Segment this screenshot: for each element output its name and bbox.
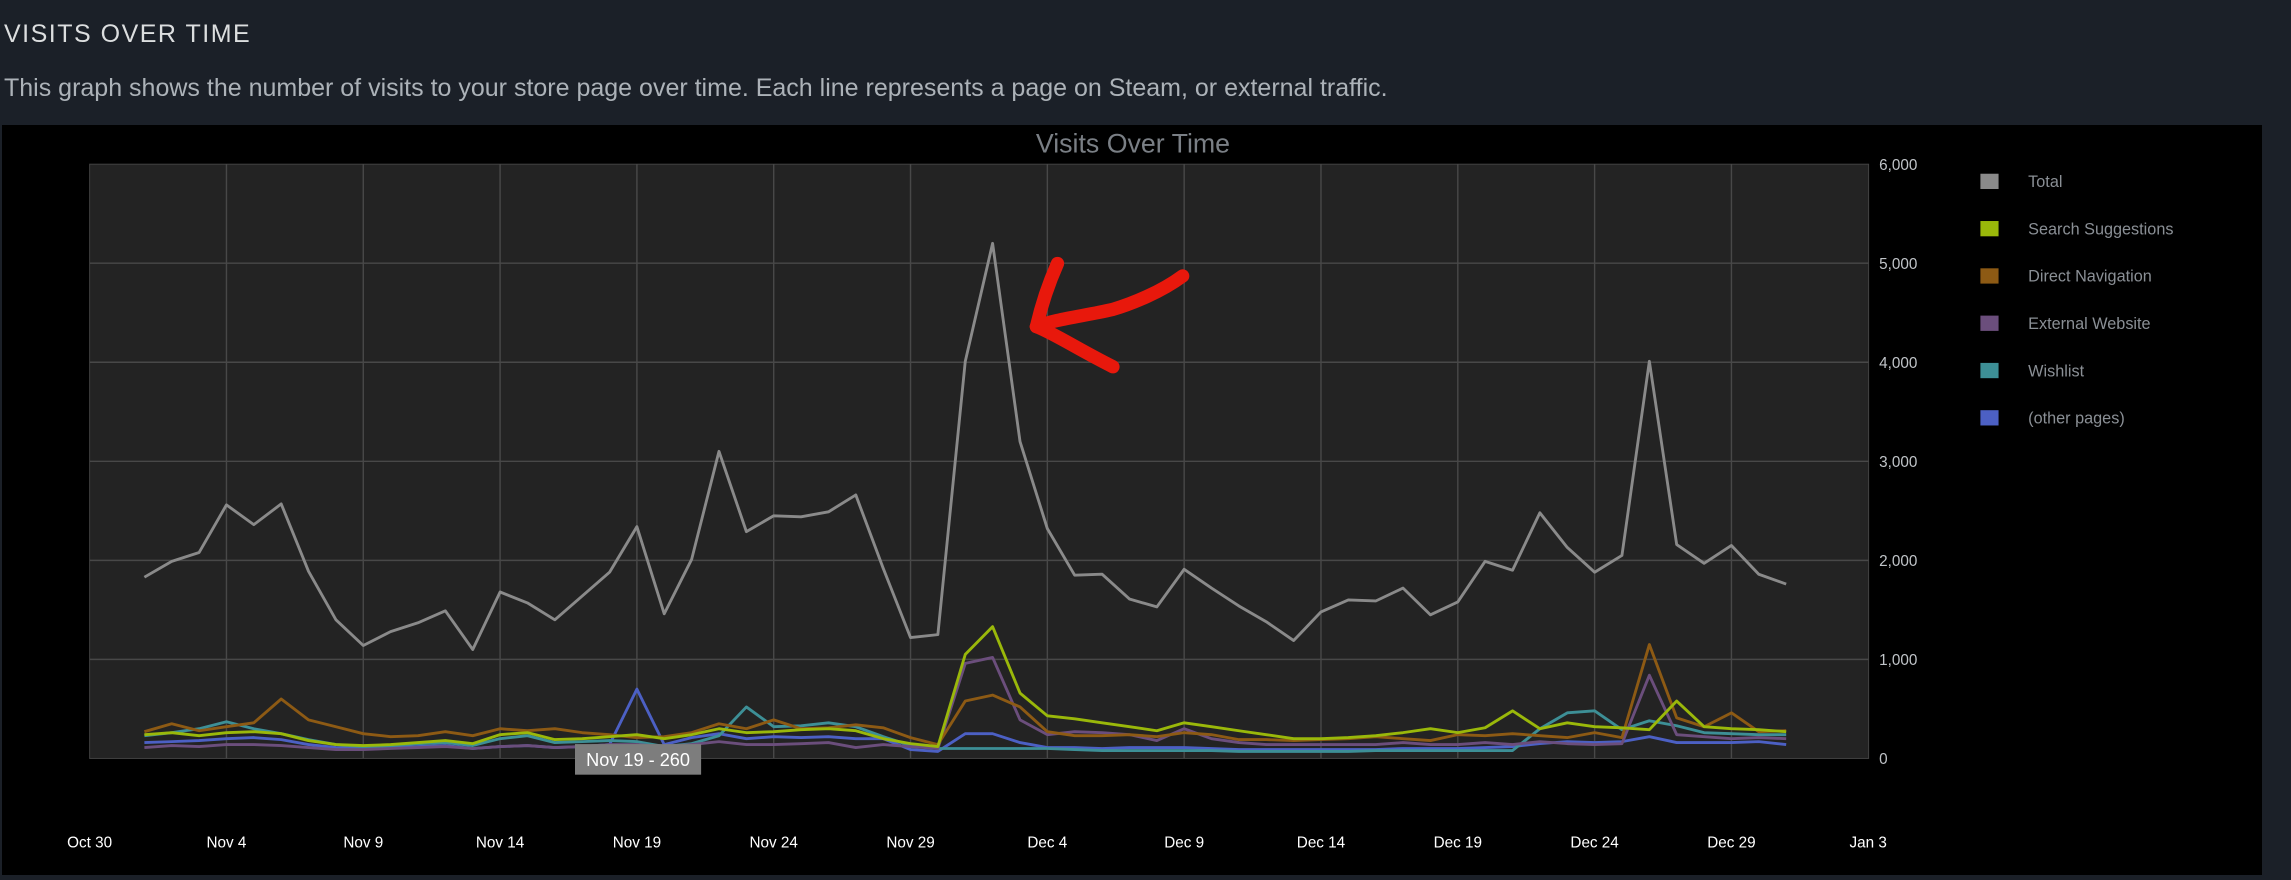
section-title: VISITS OVER TIME [4,20,252,48]
x-tick-label: Jan 3 [1850,834,1887,851]
y-tick-label: 6,000 [1879,157,1917,174]
series-lines [143,241,1787,753]
visits-over-time-chart: Visits Over Time Oct 30 Nov 4 Nov 9 Nov 14 N… [67,129,2173,852]
legend-swatch [1980,268,1999,284]
legend-label: Direct Navigation [2028,268,2152,286]
legend-swatch [1980,173,1999,190]
y-axis-ticks: 0 1,000 2,000 3,000 4,000 5,000 6,000 [1879,157,1917,768]
x-tick-label: Nov 29 [886,834,934,851]
tooltip-box [574,744,702,775]
chart-title: Visits Over Time [1036,129,1230,159]
legend-label: Total [2028,173,2062,191]
x-tick-label: Nov 9 [343,834,383,851]
y-tick-label: 4,000 [1879,355,1917,372]
legend-label: Search Suggestions [2028,220,2173,238]
x-tick-label: Nov 19 [613,834,661,851]
y-tick-label: 5,000 [1879,256,1917,273]
x-tick-label: Dec 24 [1570,834,1619,851]
x-tick-label: Nov 24 [750,834,799,851]
y-tick-label: 3,000 [1879,454,1917,471]
legend-label: Wishlist [2028,362,2084,380]
x-tick-label: Oct 30 [67,834,112,851]
chart-panel: Visits Over Time Oct 30 Nov 4 Nov 9 Nov 14 N… [2,125,2262,875]
legend-swatch [1980,221,1999,237]
y-tick-label: 0 [1879,751,1887,768]
y-tick-label: 1,000 [1879,652,1917,669]
y-tick-label: 2,000 [1879,553,1917,570]
x-tick-label: Dec 14 [1297,834,1346,851]
hover-tooltip: Nov 19 - 260 [574,744,702,775]
red-arrow-head-lower [1029,319,1120,374]
x-tick-label: Nov 14 [476,834,525,851]
legend: Total Search Suggestions Direct Navigation… [1980,173,2173,428]
legend-label: External Website [2028,315,2150,333]
x-tick-label: Dec 9 [1164,834,1204,851]
x-tick-label: Nov 4 [207,834,247,851]
legend-swatch [1980,315,1999,331]
legend-swatch [1980,410,1999,426]
x-tick-label: Dec 4 [1027,834,1067,851]
series-line-total [143,241,1787,651]
legend-label: (other pages) [2028,410,2125,428]
x-tick-label: Dec 29 [1707,834,1755,851]
x-tick-label: Dec 19 [1434,834,1482,851]
legend-swatch [1980,362,1999,379]
tooltip-text: Nov 19 - 260 [586,750,690,770]
series-line-direct-navigation [143,643,1787,747]
series-line-search-suggestions [144,625,1787,749]
red-arrow-head-upper [1029,256,1065,334]
red-arrow-shaft [1029,269,1190,334]
red-arrow-annotation [1029,256,1190,374]
x-axis-ticks: Oct 30 Nov 4 Nov 9 Nov 14 Nov 19 Nov 24 Nov 29… [67,834,1887,851]
section-description: This graph shows the number of visits to… [4,74,1388,102]
grid-lines [89,164,1869,759]
series-line-external-website [144,656,1787,751]
